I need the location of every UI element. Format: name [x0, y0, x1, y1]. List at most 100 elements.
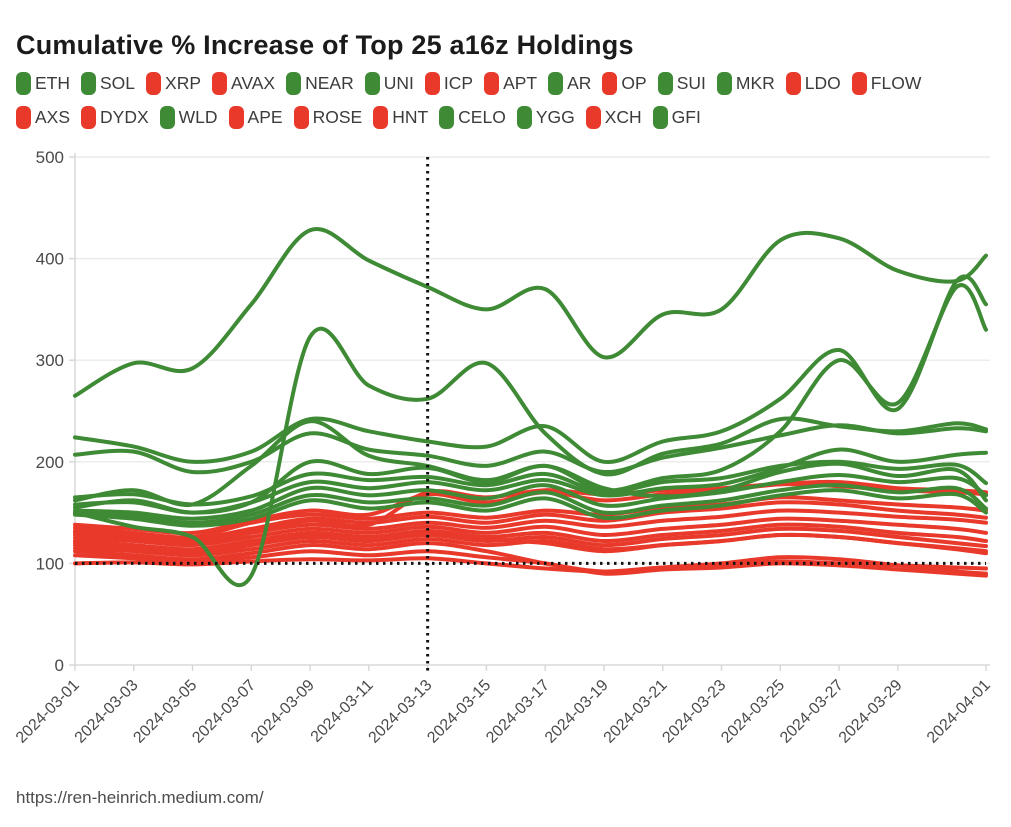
- legend-swatch-icon: [293, 105, 309, 129]
- legend-item-op: OP: [602, 71, 647, 95]
- legend-item-icp: ICP: [424, 71, 474, 95]
- legend-item-label: OP: [621, 72, 647, 93]
- legend-item-near: NEAR: [286, 71, 354, 95]
- series-line-sui: [73, 283, 988, 515]
- series-line-eth: [73, 459, 988, 507]
- legend-item-eth: ETH: [16, 71, 70, 95]
- legend-item-xrp: XRP: [146, 71, 201, 95]
- series-line-gfi: [73, 488, 988, 528]
- legend-item-label: XRP: [165, 72, 202, 93]
- legend-item-apt: APT: [484, 71, 537, 95]
- legend-item-label: YGG: [535, 106, 575, 127]
- legend-swatch-icon: [585, 105, 601, 129]
- legend-item-label: AR: [567, 72, 592, 93]
- legend-item-label: ICP: [443, 72, 474, 93]
- series-line-avax: [73, 495, 988, 540]
- legend-item-label: SUI: [676, 72, 706, 93]
- legend-swatch-icon: [851, 71, 867, 95]
- y-tick-label: 100: [36, 554, 64, 573]
- legend-swatch-icon: [652, 105, 668, 129]
- legend-swatch-icon: [716, 71, 732, 95]
- legend-item-label: APT: [503, 72, 538, 93]
- series-lines: [73, 227, 988, 587]
- series-line-near: [73, 274, 988, 464]
- x-tick-label: 2024-03-29: [836, 677, 906, 747]
- legend-item-ygg: YGG: [516, 105, 575, 129]
- legend-swatch-icon: [212, 71, 228, 95]
- legend-item-label: MKR: [735, 72, 775, 93]
- legend-item-flow: FLOW: [851, 71, 922, 95]
- legend-swatch-icon: [484, 71, 500, 95]
- legend-item-sol: SOL: [81, 71, 135, 95]
- legend-item-label: LDO: [804, 72, 841, 93]
- legend-swatch-icon: [81, 71, 96, 95]
- legend-swatch-icon: [373, 105, 389, 129]
- series-line-rose: [73, 530, 988, 556]
- legend-item-ldo: LDO: [785, 71, 841, 95]
- legend-swatch-icon: [16, 105, 31, 129]
- legend-swatch-icon: [439, 105, 455, 129]
- y-tick-label: 0: [55, 656, 64, 675]
- legend-item-celo: CELO: [439, 105, 506, 129]
- legend: ETH SOL XRP AVAX NEAR UNI ICP APT AR OP SUI MKR LDO F…: [16, 71, 981, 129]
- y-axis-labels: 0 100 200 300 400 500: [36, 148, 64, 675]
- legend-item-label: FLOW: [870, 72, 922, 93]
- source-url: https://ren-heinrich.medium.com/: [16, 788, 264, 807]
- page-title: Cumulative % Increase of Top 25 a16z Hol…: [16, 30, 634, 61]
- legend-swatch-icon: [146, 71, 162, 95]
- legend-item-ar: AR: [548, 71, 591, 95]
- legend-item-uni: UNI: [364, 71, 414, 95]
- legend-item-ape: APE: [228, 105, 283, 129]
- legend-item-label: WLD: [178, 106, 218, 127]
- legend-item-label: NEAR: [305, 72, 354, 93]
- legend-item-label: AXS: [35, 106, 71, 127]
- y-tick-label: 200: [36, 453, 64, 472]
- series-line-xrp: [73, 556, 988, 574]
- legend-item-label: XCH: [604, 106, 642, 127]
- series-line-celo: [73, 473, 988, 521]
- legend-item-rose: ROSE: [293, 105, 363, 129]
- legend-swatch-icon: [16, 71, 31, 95]
- legend-item-label: AVAX: [231, 72, 276, 93]
- y-tick-label: 500: [36, 148, 64, 167]
- legend-item-sui: SUI: [657, 71, 706, 95]
- legend-item-mkr: MKR: [716, 71, 775, 95]
- legend-item-xch: XCH: [585, 105, 642, 129]
- legend-item-label: UNI: [383, 72, 414, 93]
- legend-swatch-icon: [424, 71, 440, 95]
- x-tick-label: 2024-04-01: [924, 677, 994, 747]
- legend-item-wld: WLD: [159, 105, 218, 129]
- legend-item-label: CELO: [458, 106, 506, 127]
- legend-swatch-icon: [159, 105, 175, 129]
- legend-item-axs: AXS: [16, 105, 70, 129]
- legend-swatch-icon: [228, 105, 244, 129]
- legend-swatch-icon: [516, 105, 532, 129]
- legend-item-label: GFI: [671, 106, 701, 127]
- series-line-ygg: [73, 483, 988, 525]
- legend-item-label: APE: [247, 106, 283, 127]
- legend-swatch-icon: [785, 71, 801, 95]
- series-line-ldo: [73, 522, 988, 552]
- legend-item-label: DYDX: [100, 106, 149, 127]
- axes: [74, 153, 990, 671]
- legend-swatch-icon: [602, 71, 618, 95]
- x-tick-label: 2024-03-09: [248, 677, 318, 747]
- legend-item-label: ROSE: [312, 106, 363, 127]
- legend-item-hnt: HNT: [373, 105, 428, 129]
- series-line-flow: [73, 526, 988, 556]
- y-tick-label: 300: [36, 351, 64, 370]
- legend-item-label: HNT: [392, 106, 429, 127]
- series-line-ar: [73, 227, 988, 398]
- x-axis-labels: 2024-03-012024-03-032024-03-052024-03-07…: [13, 677, 994, 747]
- legend-item-dydx: DYDX: [81, 105, 149, 129]
- legend-swatch-icon: [657, 71, 673, 95]
- series-line-wld: [73, 326, 988, 587]
- legend-item-label: SOL: [100, 72, 136, 93]
- reference-lines: [75, 157, 986, 673]
- legend-swatch-icon: [364, 71, 380, 95]
- legend-item-avax: AVAX: [212, 71, 275, 95]
- legend-swatch-icon: [548, 71, 564, 95]
- series-line-op: [73, 516, 988, 548]
- y-tick-label: 400: [36, 250, 64, 269]
